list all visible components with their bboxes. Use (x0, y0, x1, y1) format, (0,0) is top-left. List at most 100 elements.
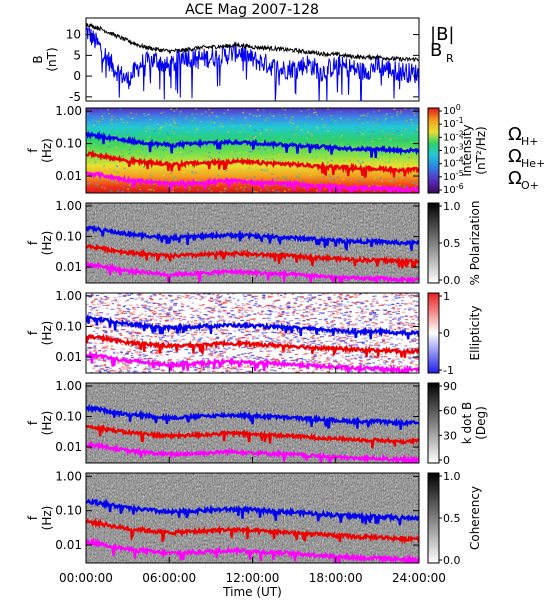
colorbar-tick-label: 0.5 (443, 237, 461, 250)
freq-ytick-label: 0.01 (55, 260, 82, 274)
colorbar-label-text: Ellipticity (468, 306, 482, 361)
b-ytick-label: 10 (66, 28, 81, 42)
freq-ytick-label: 1.00 (55, 469, 82, 483)
freq-ylabel: f (Hz) (26, 138, 54, 163)
colorbar-5 (427, 472, 440, 564)
colorbar-tick-label: 0.0 (443, 554, 461, 567)
gyrofreq-line-Hplus (86, 403, 419, 430)
colorbar-tick-label: 10-1 (443, 116, 464, 130)
colorbar-tick-label: 100 (443, 103, 461, 117)
colorbar-2 (427, 202, 440, 284)
freq-ylabel-line2: (Hz) (40, 138, 54, 163)
freq-ylabel-line2: (Hz) (40, 321, 54, 346)
colorbar-label-2: % Polarization (468, 201, 482, 286)
ion-legend-symbol: Ω (508, 146, 522, 167)
colorbar-label-text-2: (nT²/Hz) (474, 126, 488, 174)
x-axis-label: Time (UT) (222, 585, 282, 599)
freq-ytick-label: 0.10 (55, 319, 82, 333)
figure-title: ACE Mag 2007-128 (185, 2, 319, 18)
ion-legend-symbol: Ω (508, 124, 522, 145)
gyrofreq-line-Heplus (86, 333, 419, 358)
legend-b-mag: |B| (430, 24, 454, 45)
freq-ylabel-line1: f (26, 420, 40, 425)
colorbar-label-text-2: (Deg) (474, 406, 488, 440)
gyrofreq-line-Heplus (86, 243, 419, 269)
freq-ylabel: f (Hz) (26, 411, 54, 436)
freq-ytick-label: 1.00 (55, 379, 82, 393)
colorbar-tick-label: 10-4 (443, 156, 464, 170)
freq-ytick-label: 0.10 (55, 504, 82, 518)
colorbar-tick-label: 10-3 (443, 143, 464, 157)
freq-ytick-label: 0.10 (55, 137, 82, 151)
colorbar-label-text-1: Intensity (460, 124, 474, 176)
freq-ylabel-line2: (Hz) (40, 506, 54, 531)
gyrofreq-line-Oplus (86, 170, 419, 193)
ion-legend-subscript: He+ (521, 157, 545, 170)
ion-legend-symbol: Ω (508, 168, 522, 189)
series-b-r-line (85, 26, 420, 102)
gyrofreq-line-Hplus (86, 224, 419, 252)
xtick-label: 06:00:00 (142, 571, 196, 585)
ion-legend-subscript: O+ (521, 179, 539, 192)
b-ytick-label: 0 (73, 69, 81, 83)
colorbar-4 (427, 382, 440, 464)
b-ylabel-line1: B (31, 55, 45, 63)
b-ylabel-line2: (nT) (45, 47, 59, 71)
gyrofreq-line-Oplus (86, 439, 419, 463)
colorbar-tick-label: 10-5 (443, 169, 464, 183)
colorbar-tick-label: 10-2 (443, 129, 464, 143)
colorbar-tick-label: 90 (443, 380, 457, 393)
xtick-label: 12:00:00 (226, 571, 280, 585)
freq-ylabel-line1: f (26, 148, 40, 153)
colorbar-3 (427, 292, 440, 374)
b-ytick-label: -5 (69, 90, 81, 104)
colorbar-label-text: Coherency (468, 486, 482, 550)
colorbar-tick-label: 0 (443, 327, 450, 340)
colorbar-tick-label: -1 (443, 364, 454, 377)
spectrogram-image-3 (86, 293, 419, 373)
b-ytick-label: 5 (73, 48, 81, 62)
colorbar-tick-label: 1 (443, 290, 450, 303)
colorbar-tick-label: 60 (443, 405, 457, 418)
freq-ylabel-line1: f (26, 330, 40, 335)
freq-ylabel-line2: (Hz) (40, 411, 54, 436)
spectrogram-image-5 (86, 473, 419, 563)
colorbar-label-3: Ellipticity (468, 306, 482, 361)
freq-ytick-label: 0.01 (55, 169, 82, 183)
freq-ytick-label: 0.01 (55, 440, 82, 454)
series-b-mag-line (85, 22, 420, 63)
freq-ytick-label: 0.10 (55, 229, 82, 243)
colorbar-label-text-1: k dot B (460, 402, 474, 444)
colorbar-tick-label: 30 (443, 429, 457, 442)
legend-b-r: B (430, 40, 442, 61)
freq-ylabel: f (Hz) (26, 506, 54, 531)
freq-ytick-label: 0.01 (55, 538, 82, 552)
freq-ylabel-line1: f (26, 240, 40, 245)
freq-ytick-label: 1.00 (55, 289, 82, 303)
spectrogram-image-1 (86, 108, 419, 193)
gyrofreq-line-Oplus (86, 350, 419, 373)
colorbar-label-5: Coherency (468, 486, 482, 550)
freq-ytick-label: 0.01 (55, 350, 82, 364)
spectrogram-panel-1: 1.000.100.01f (Hz)10010-110-210-310-410-5… (26, 103, 545, 196)
spectrogram-image-2 (86, 203, 419, 283)
colorbar-tick-label: 1.0 (443, 470, 461, 483)
b-ylabel: B (nT) (31, 47, 59, 71)
colorbar-tick-label: 0.5 (443, 512, 461, 525)
gyrofreq-line-Hplus (86, 312, 419, 340)
freq-ylabel: f (Hz) (26, 321, 54, 346)
freq-ylabel-line1: f (26, 515, 40, 520)
freq-ylabel: f (Hz) (26, 231, 54, 256)
gyrofreq-line-Heplus (86, 423, 419, 449)
colorbar-tick-label: 0.0 (443, 274, 461, 287)
colorbar-tick-label: 0 (443, 454, 450, 467)
ion-legend-subscript: H+ (521, 135, 539, 148)
colorbar-1 (427, 107, 440, 194)
gyrofreq-line-Hplus (86, 130, 419, 159)
xtick-label: 24:00:00 (392, 571, 446, 585)
gyrofreq-line-Hplus (86, 497, 419, 526)
gyrofreq-line-Oplus (86, 260, 419, 283)
